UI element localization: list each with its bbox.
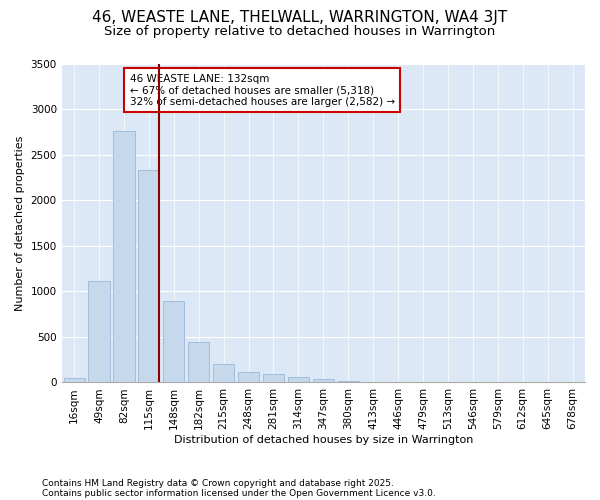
X-axis label: Distribution of detached houses by size in Warrington: Distribution of detached houses by size … xyxy=(173,435,473,445)
Bar xyxy=(238,372,259,382)
Text: Contains HM Land Registry data © Crown copyright and database right 2025.: Contains HM Land Registry data © Crown c… xyxy=(42,478,394,488)
Bar xyxy=(188,342,209,382)
Bar xyxy=(263,374,284,382)
Bar xyxy=(64,378,85,382)
Bar xyxy=(138,170,160,382)
Text: 46 WEASTE LANE: 132sqm
← 67% of detached houses are smaller (5,318)
32% of semi-: 46 WEASTE LANE: 132sqm ← 67% of detached… xyxy=(130,74,395,107)
Bar xyxy=(288,377,309,382)
Text: Size of property relative to detached houses in Warrington: Size of property relative to detached ho… xyxy=(104,25,496,38)
Bar xyxy=(313,380,334,382)
Y-axis label: Number of detached properties: Number of detached properties xyxy=(15,136,25,311)
Bar xyxy=(163,300,184,382)
Bar xyxy=(213,364,234,382)
Bar xyxy=(113,132,134,382)
Bar xyxy=(338,380,359,382)
Text: 46, WEASTE LANE, THELWALL, WARRINGTON, WA4 3JT: 46, WEASTE LANE, THELWALL, WARRINGTON, W… xyxy=(92,10,508,25)
Bar xyxy=(88,280,110,382)
Text: Contains public sector information licensed under the Open Government Licence v3: Contains public sector information licen… xyxy=(42,488,436,498)
